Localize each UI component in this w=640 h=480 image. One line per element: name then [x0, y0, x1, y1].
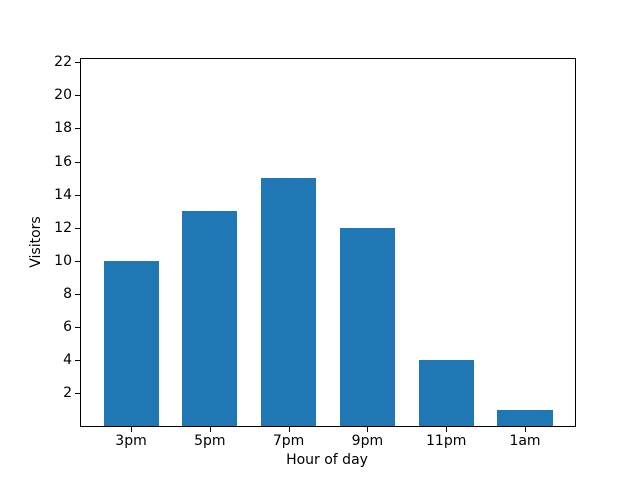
bar-11pm	[418, 359, 474, 426]
x-tick-mark	[288, 427, 290, 432]
x-tick-mark	[446, 427, 448, 432]
y-tick-mark	[75, 260, 80, 262]
y-tick-mark	[75, 95, 80, 97]
x-tick-label: 3pm	[115, 433, 147, 449]
bar-3pm	[103, 260, 159, 426]
x-axis-label: Hour of day	[286, 452, 368, 468]
x-tick-label: 11pm	[426, 433, 467, 449]
y-tick-mark	[75, 392, 80, 394]
y-tick-label: 18	[54, 120, 72, 137]
y-tick-label: 6	[63, 318, 72, 335]
y-tick-mark	[75, 62, 80, 64]
y-tick-mark	[75, 293, 80, 295]
bar-1am	[497, 409, 553, 426]
y-tick-mark	[75, 194, 80, 196]
y-tick-label: 10	[54, 252, 72, 269]
y-tick-mark	[75, 128, 80, 130]
x-tick-mark	[131, 427, 132, 432]
x-tick-mark	[209, 427, 211, 432]
y-tick-label: 20	[54, 87, 72, 104]
bar-5pm	[182, 211, 238, 426]
y-axis-label: Visitors	[28, 216, 44, 268]
bar-9pm	[339, 227, 395, 426]
y-tick-label: 12	[54, 219, 72, 236]
y-tick-mark	[75, 161, 80, 163]
y-tick-label: 2	[63, 384, 72, 401]
bar-7pm	[261, 178, 317, 426]
y-tick-label: 4	[63, 351, 72, 368]
x-tick-label: 9pm	[351, 433, 384, 449]
x-tick-label: 5pm	[194, 433, 226, 449]
y-tick-label: 22	[54, 54, 72, 71]
x-tick-mark	[525, 427, 526, 432]
y-tick-label: 16	[54, 153, 72, 170]
y-tick-mark	[75, 227, 80, 229]
x-tick-label: 1am	[509, 433, 541, 449]
x-tick-mark	[367, 427, 369, 432]
y-tick-label: 8	[63, 285, 72, 302]
plot-area: 3pm 5pm 7pm 9pm 11pm 1am 2 4 6 8 10 12 14 16 18 20 22	[54, 55, 576, 448]
y-tick-mark	[75, 359, 80, 361]
y-tick-mark	[75, 326, 80, 328]
x-tick-label: 7pm	[272, 433, 305, 449]
y-tick-label: 14	[54, 186, 72, 203]
